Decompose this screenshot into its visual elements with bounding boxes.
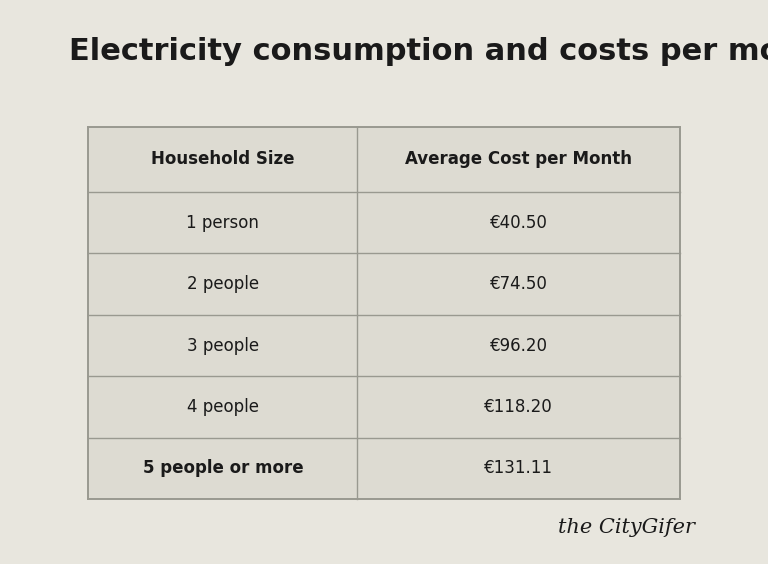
Text: 2 people: 2 people — [187, 275, 259, 293]
Text: €118.20: €118.20 — [484, 398, 553, 416]
Text: 4 people: 4 people — [187, 398, 259, 416]
Text: the CityGifer: the CityGifer — [558, 518, 695, 537]
Text: Household Size: Household Size — [151, 151, 295, 169]
Text: 3 people: 3 people — [187, 337, 259, 355]
Text: €96.20: €96.20 — [489, 337, 548, 355]
Text: 5 people or more: 5 people or more — [143, 460, 303, 478]
Text: Electricity consumption and costs per month: Electricity consumption and costs per mo… — [69, 37, 768, 65]
Text: Average Cost per Month: Average Cost per Month — [405, 151, 632, 169]
Text: €74.50: €74.50 — [489, 275, 548, 293]
Text: €40.50: €40.50 — [489, 214, 548, 232]
Text: €131.11: €131.11 — [484, 460, 553, 478]
Text: 1 person: 1 person — [187, 214, 260, 232]
